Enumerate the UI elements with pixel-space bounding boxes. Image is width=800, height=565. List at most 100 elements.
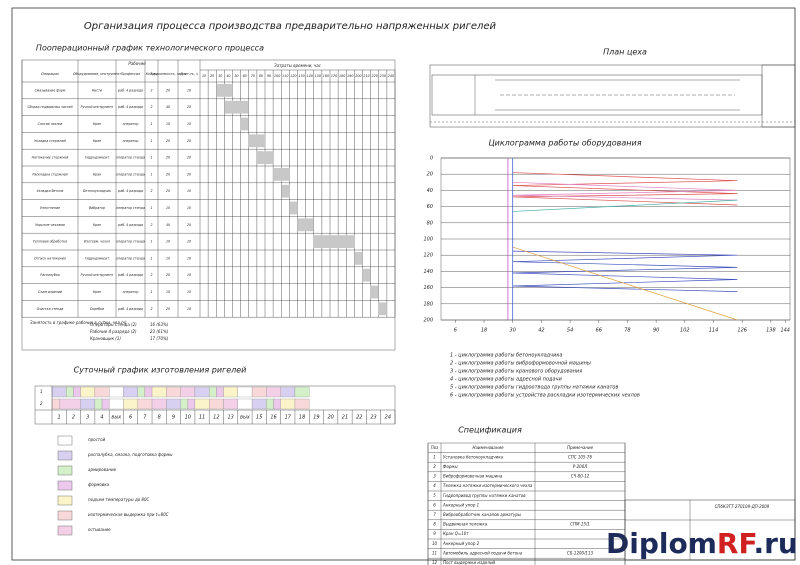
watermark: DiplomRF.ru	[606, 527, 798, 560]
day-label: 7	[143, 415, 147, 421]
column-header: Операции	[41, 72, 59, 76]
spec-cell: СПС 105-76	[568, 454, 592, 459]
daily-title: Суточный график изготовления ригелей	[74, 366, 247, 375]
daily-segment	[73, 386, 81, 398]
hour-label: 190	[347, 74, 353, 78]
daily-segment	[194, 398, 210, 410]
daily-segment	[109, 386, 124, 398]
daily-segment	[123, 398, 138, 410]
table-cell: Съем изделий	[38, 290, 62, 294]
spec-cell: СПМ-15/1	[570, 522, 590, 527]
table-cell: 20	[166, 189, 170, 193]
hour-label: 210	[363, 74, 369, 78]
totals-label: Операторы стенда (2)	[90, 322, 137, 327]
daily-segment	[294, 386, 310, 398]
plan-drawing	[429, 64, 796, 128]
cyclogram-line	[512, 172, 738, 206]
table-cell: оператор стенда	[116, 156, 145, 160]
daily-segment	[266, 398, 274, 410]
schedule-bar	[216, 84, 233, 97]
hour-label: 140	[307, 74, 313, 78]
schedule-bar	[362, 268, 371, 282]
day-label: 22	[356, 415, 362, 421]
x-tick-label: 78	[624, 328, 630, 334]
hour-label: 160	[323, 74, 329, 78]
table-cell: 1	[150, 256, 152, 260]
table-cell: Бетоноукладчик	[83, 189, 111, 193]
sheet-frame	[11, 7, 796, 561]
table-cell: 20	[166, 88, 170, 92]
spec-cell: 5	[433, 493, 436, 498]
table-cell: 1	[150, 172, 152, 176]
hour-label: 170	[331, 74, 337, 78]
spec-cell: Виброобработчик каналов арматуры	[443, 512, 521, 517]
day-label: 8	[158, 415, 161, 421]
daily-row-label: 2	[40, 401, 43, 406]
daily-segment	[237, 398, 253, 410]
table-cell: 10	[166, 256, 170, 260]
daily-segment	[151, 386, 167, 398]
column-header: Длит-ть, ч	[179, 72, 198, 76]
cyclogram-legend: 4 - циклограмма работы адресной подачи	[450, 377, 562, 383]
y-tick-label: 20	[427, 172, 433, 178]
table-cell: Укладка стержней	[34, 139, 66, 143]
daily-segment	[166, 398, 181, 410]
table-cell: оператор стенда	[116, 206, 145, 210]
table-cell: Гидродомкрат	[85, 156, 109, 160]
spec-cell: Пост выдержки изделий	[443, 560, 496, 565]
cyclogram-line	[512, 250, 738, 292]
schedule-bar	[240, 117, 249, 131]
table-cell: 10	[166, 240, 170, 244]
cyclogram-legend: 3 - циклограмма работы кранового оборудо…	[450, 369, 582, 375]
day-label: 10	[185, 415, 191, 421]
totals-label: Рабочие 4 разряда (2)	[90, 329, 137, 334]
daily-segment	[209, 386, 217, 398]
spec-cell: 9	[433, 531, 436, 536]
y-tick-label: 80	[427, 220, 433, 226]
daily-segment	[109, 398, 124, 410]
daily-row-label: 1	[40, 389, 43, 394]
table-cell: 2	[150, 307, 152, 311]
daily-segment	[194, 386, 210, 398]
y-tick-label: 120	[423, 253, 433, 259]
spec-cell: Кран Q=10т	[443, 531, 469, 536]
spec-cell: Установка бетоноукладчика	[443, 454, 504, 459]
daily-segment	[151, 398, 167, 410]
daily-segment	[273, 398, 281, 410]
day-label: 20	[328, 415, 334, 421]
cyclogram-title: Циклограмма работы оборудования	[488, 139, 641, 148]
spec-cell: 7	[433, 512, 436, 517]
hour-label: 230	[380, 74, 386, 78]
y-tick-label: 100	[423, 237, 433, 243]
legend-swatch	[57, 450, 73, 461]
table-cell: Кран	[93, 139, 101, 143]
table-cell: 2	[150, 273, 152, 277]
watermark-part: Diplom	[606, 527, 717, 560]
x-tick-label: 144	[780, 328, 790, 334]
legend-label: остывание	[88, 527, 111, 532]
cyclogram-line	[512, 246, 738, 321]
legend-label: подъем температуры до 80С	[88, 497, 150, 502]
legend-swatch	[57, 495, 73, 506]
cyclogram-line	[512, 199, 738, 212]
day-label: 13	[227, 415, 233, 421]
daily-segment	[80, 398, 96, 410]
table-cell: Ручной инструмент	[81, 273, 114, 277]
spec-header: Наименование	[472, 445, 504, 450]
daily-segment	[223, 398, 238, 410]
y-tick-label: 200	[423, 318, 433, 324]
day-label: 6	[129, 415, 132, 421]
day-label: 17	[285, 415, 292, 421]
daily-segment	[66, 386, 74, 398]
table-cell: 1	[150, 290, 152, 294]
spec-cell: Анкерный упор 2	[442, 541, 480, 546]
table-cell: Натяжение стержней	[32, 156, 69, 160]
spec-header: Поз	[431, 445, 439, 450]
daily-frame	[34, 385, 396, 425]
table-cell: 20	[187, 139, 191, 143]
y-tick-label: 0	[430, 156, 433, 162]
table-cell: 20	[187, 223, 191, 227]
hour-label: 110	[282, 74, 288, 78]
hour-label: 100	[274, 74, 280, 78]
table-cell: 10	[187, 307, 191, 311]
